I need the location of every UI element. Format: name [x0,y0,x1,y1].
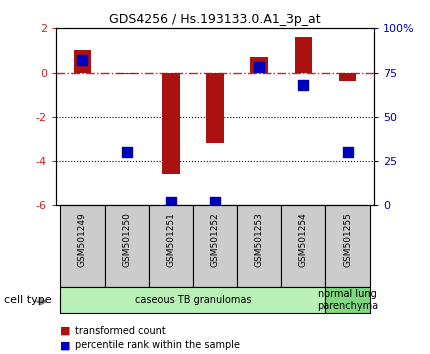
Point [256,64,263,70]
Text: ■: ■ [60,326,71,336]
Bar [326,205,370,287]
Bar [60,287,326,313]
Text: cell type: cell type [4,295,52,305]
Text: GSM501252: GSM501252 [211,212,219,267]
Bar [339,73,356,81]
Bar [104,205,149,287]
Text: GSM501253: GSM501253 [255,212,264,267]
Bar [237,205,281,287]
Text: GSM501255: GSM501255 [343,212,352,267]
Text: GSM501249: GSM501249 [78,212,87,267]
Bar [326,287,370,313]
Point [79,57,86,63]
Bar [295,37,312,73]
Point [344,149,351,155]
Title: GDS4256 / Hs.193133.0.A1_3p_at: GDS4256 / Hs.193133.0.A1_3p_at [109,13,321,26]
Point [212,199,218,205]
Text: normal lung
parenchyma: normal lung parenchyma [317,289,378,311]
Bar [162,73,180,175]
Bar [149,205,193,287]
Text: GSM501250: GSM501250 [122,212,131,267]
Point [167,199,174,205]
Text: percentile rank within the sample: percentile rank within the sample [75,340,240,350]
Bar [74,51,91,73]
Text: caseous TB granulomas: caseous TB granulomas [135,295,251,305]
Text: GSM501251: GSM501251 [166,212,175,267]
Text: GSM501254: GSM501254 [299,212,308,267]
Bar [206,73,224,143]
Bar [60,205,104,287]
Point [300,82,307,88]
Point [123,149,130,155]
Bar [118,73,135,74]
Bar [281,205,326,287]
Bar [193,205,237,287]
Text: ■: ■ [60,340,71,350]
Bar [250,57,268,73]
Text: transformed count: transformed count [75,326,166,336]
